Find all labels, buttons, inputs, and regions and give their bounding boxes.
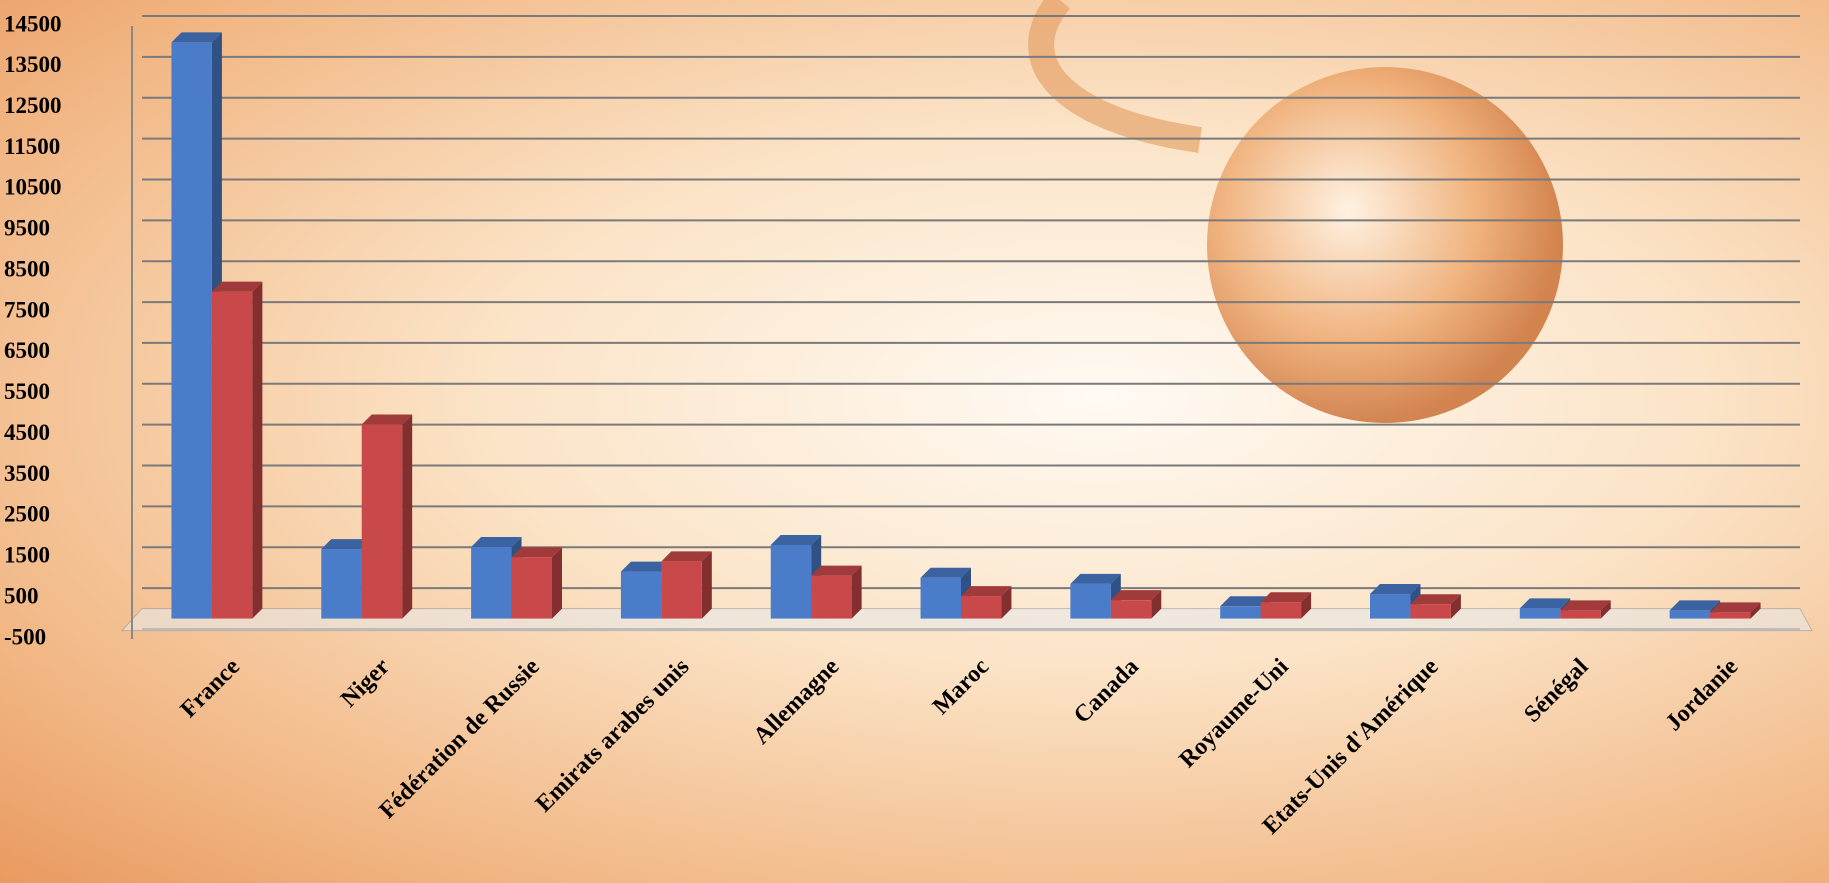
bar-face bbox=[920, 577, 961, 619]
bar-face bbox=[1519, 598, 1571, 609]
x-tick-label: Fédération de Russie bbox=[375, 654, 545, 824]
x-tick-label: Royaume-Uni bbox=[1174, 654, 1294, 774]
bar-face bbox=[471, 547, 512, 619]
bar-face bbox=[211, 291, 253, 619]
bar-face bbox=[1260, 602, 1302, 619]
bar-face bbox=[1450, 594, 1461, 619]
globe-decoration bbox=[1207, 67, 1563, 423]
bar-face bbox=[1560, 610, 1601, 619]
x-tick-label: Jordanie bbox=[1661, 654, 1744, 737]
y-tick-label: 1500 bbox=[4, 543, 50, 568]
bar-face bbox=[171, 32, 222, 43]
bar-face bbox=[920, 567, 971, 578]
x-tick-label: Allemagne bbox=[749, 654, 845, 750]
bar-face bbox=[511, 557, 552, 619]
y-tick-label: 13500 bbox=[4, 52, 62, 77]
bar-face bbox=[620, 561, 672, 572]
y-tick-label: 8500 bbox=[4, 256, 50, 281]
bar-face bbox=[961, 596, 1002, 619]
bar bbox=[1070, 573, 1121, 619]
bar bbox=[961, 586, 1012, 619]
y-tick-label: 6500 bbox=[4, 338, 50, 363]
bar-face bbox=[1710, 612, 1751, 619]
bar-face bbox=[511, 547, 562, 558]
bar bbox=[1260, 592, 1312, 619]
x-tick-label: Emirats arabes unis bbox=[531, 654, 695, 818]
bar-face bbox=[1560, 600, 1611, 611]
x-tick-label: Canada bbox=[1069, 654, 1144, 729]
bar bbox=[361, 414, 413, 619]
bar-face bbox=[471, 537, 522, 548]
y-tick-label: 2500 bbox=[4, 502, 50, 527]
bar-face bbox=[661, 561, 702, 619]
bar-face bbox=[171, 42, 212, 619]
bar-face bbox=[661, 551, 712, 562]
bar-face bbox=[1410, 594, 1461, 605]
bar-face bbox=[1110, 590, 1162, 601]
y-tick-label: 10500 bbox=[4, 175, 62, 200]
bar bbox=[1370, 584, 1421, 619]
bar-face bbox=[1260, 592, 1312, 603]
bar-face bbox=[1001, 586, 1012, 619]
bar-face bbox=[851, 565, 862, 619]
x-tick-label: Etats-Unis d'Amérique bbox=[1258, 654, 1444, 840]
bar-face bbox=[1070, 573, 1121, 584]
y-tick-label: 11500 bbox=[4, 134, 60, 159]
bar-face bbox=[811, 575, 852, 619]
bar-face bbox=[1220, 596, 1271, 607]
bar bbox=[211, 281, 263, 619]
x-tick-label: Sénégal bbox=[1519, 654, 1593, 728]
bar-face bbox=[620, 571, 662, 619]
bar-face bbox=[1220, 606, 1261, 619]
y-tick-label: 4500 bbox=[4, 420, 50, 445]
bar bbox=[1710, 602, 1761, 619]
bar-face bbox=[1519, 608, 1561, 619]
x-tick-label: Maroc bbox=[928, 654, 994, 720]
y-tick-label: 14500 bbox=[4, 11, 62, 36]
bar-face bbox=[1370, 584, 1421, 595]
bar-face bbox=[770, 545, 812, 619]
bar-face bbox=[1750, 602, 1761, 619]
y-tick-label: 500 bbox=[4, 583, 39, 608]
y-tick-label: 3500 bbox=[4, 461, 50, 486]
bar-face bbox=[1710, 602, 1761, 613]
bar bbox=[1410, 594, 1461, 619]
bar-face bbox=[811, 565, 862, 576]
bar-face bbox=[961, 586, 1012, 597]
x-tick-label: Niger bbox=[336, 654, 395, 713]
bar bbox=[1110, 590, 1162, 619]
bar-face bbox=[1070, 583, 1111, 619]
bar-face bbox=[551, 547, 562, 619]
bar bbox=[661, 551, 712, 619]
bar-face bbox=[211, 281, 263, 292]
bar bbox=[811, 565, 862, 619]
y-tick-label: -500 bbox=[4, 624, 46, 649]
bar bbox=[1560, 600, 1611, 619]
bar-face bbox=[1370, 594, 1411, 619]
bar-face bbox=[1301, 592, 1312, 619]
swoosh-decoration bbox=[1028, 0, 1202, 153]
x-tick-label: France bbox=[176, 654, 246, 724]
bar-face bbox=[1151, 590, 1162, 619]
bar-face bbox=[361, 424, 403, 619]
bar-face bbox=[1669, 610, 1711, 619]
bar-face bbox=[701, 551, 712, 619]
bar-face bbox=[321, 539, 372, 550]
bar-face bbox=[1110, 600, 1152, 619]
y-tick-label: 12500 bbox=[4, 93, 62, 118]
y-tick-label: 9500 bbox=[4, 216, 50, 241]
bar-face bbox=[770, 535, 822, 546]
bar-face bbox=[402, 414, 413, 619]
y-tick-label: 7500 bbox=[4, 297, 50, 322]
bar-face bbox=[1600, 600, 1611, 619]
bar-face bbox=[361, 414, 413, 425]
bar-face bbox=[1410, 604, 1451, 619]
y-tick-label: 5500 bbox=[4, 379, 50, 404]
bar-face bbox=[252, 281, 263, 619]
bar bbox=[511, 547, 562, 619]
bar-face bbox=[321, 549, 362, 619]
bar-face bbox=[1669, 600, 1721, 611]
